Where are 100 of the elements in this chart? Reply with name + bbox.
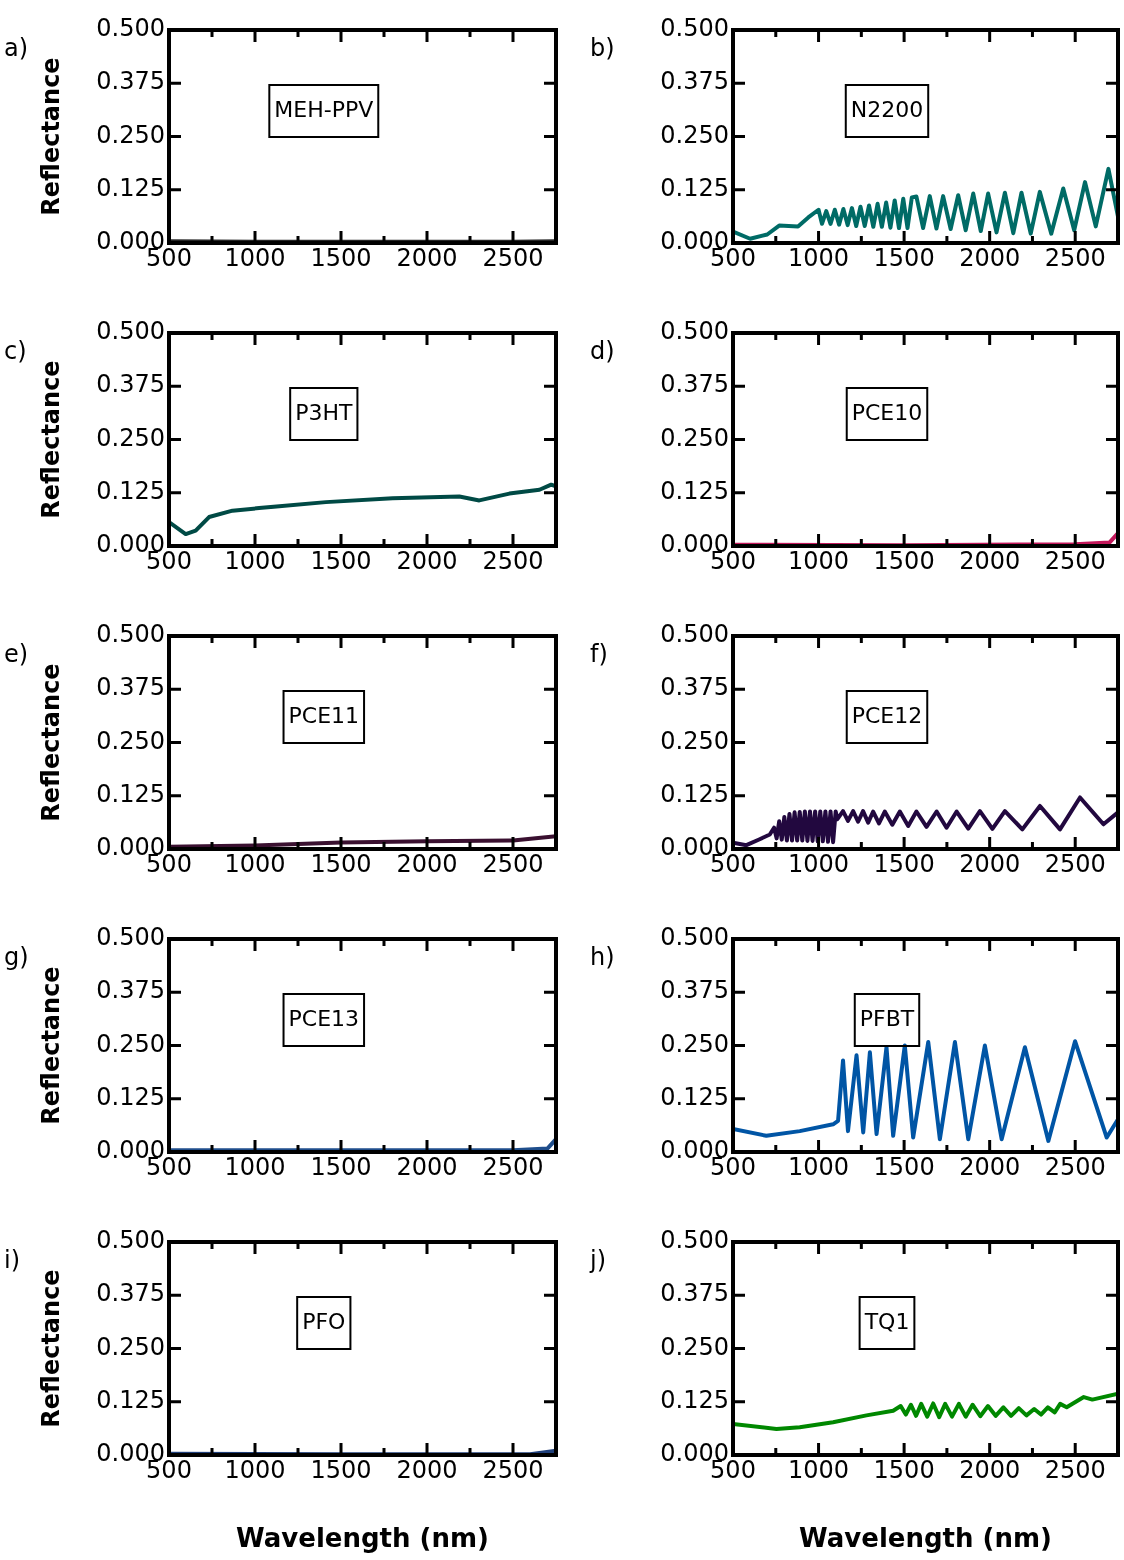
y-tick-label: 0.250 (96, 1029, 165, 1058)
annotation: PFO (302, 1308, 346, 1334)
x-axis-title: Wavelength (nm) (236, 1523, 489, 1554)
x-tick-label: 1000 (788, 849, 850, 878)
y-tick-label: 0.125 (96, 779, 165, 808)
y-tick-label: 0.250 (660, 1029, 729, 1058)
y-tick-label: 0.125 (96, 476, 165, 505)
y-axis-title: Reflectance (36, 663, 65, 822)
y-tick-label: 0.375 (96, 673, 165, 702)
y-tick-label: 0.375 (96, 976, 165, 1005)
y-tick-label: 0.250 (660, 1332, 729, 1361)
x-tick-label: 2000 (396, 243, 458, 272)
x-tick-label: 1500 (310, 1455, 372, 1484)
y-tick-label: 0.125 (660, 1385, 729, 1414)
text: d) (590, 337, 615, 366)
y-axis-title: Reflectance (36, 360, 65, 519)
text: b) (590, 34, 615, 63)
x-tick-label: 2000 (959, 243, 1021, 272)
y-tick-label: 0.125 (660, 779, 729, 808)
x-tick-label: 1000 (224, 1152, 286, 1181)
text: i) (4, 1246, 21, 1275)
x-tick-label: 1000 (788, 546, 850, 575)
annotation: PCE10 (851, 399, 923, 425)
x-tick-label: 2500 (1044, 1455, 1106, 1484)
annotation: MEH-PPV (274, 96, 374, 122)
y-tick-label: 0.250 (660, 120, 729, 149)
y-tick-label: 0.375 (660, 370, 729, 399)
text: h) (590, 943, 615, 972)
x-tick-label: 1000 (224, 1455, 286, 1484)
y-tick-label: 0.250 (96, 423, 165, 452)
x-tick-label: 1000 (788, 1455, 850, 1484)
y-tick-label: 0.500 (660, 923, 729, 952)
y-tick-label: 0.250 (96, 1332, 165, 1361)
y-tick-label: 0.250 (660, 726, 729, 755)
y-tick-label: 0.125 (660, 476, 729, 505)
text: f) (590, 640, 608, 669)
text: j) (589, 1246, 607, 1275)
x-tick-label: 1500 (310, 849, 372, 878)
y-tick-label: 0.375 (96, 370, 165, 399)
x-tick-label: 2500 (1044, 849, 1106, 878)
x-tick-label: 2500 (482, 546, 544, 575)
text: e) (4, 640, 29, 669)
y-tick-label: 0.125 (96, 1385, 165, 1414)
y-tick-label: 0.375 (660, 673, 729, 702)
x-tick-label: 2000 (959, 849, 1021, 878)
y-tick-label: 0.375 (660, 67, 729, 96)
x-tick-label: 1000 (788, 243, 850, 272)
x-tick-label: 1000 (224, 546, 286, 575)
y-axis-title: Reflectance (36, 966, 65, 1125)
x-tick-label: 1000 (224, 849, 286, 878)
y-tick-label: 0.500 (660, 317, 729, 346)
y-tick-label: 0.375 (660, 1279, 729, 1308)
x-axis-title: Wavelength (nm) (799, 1523, 1052, 1554)
x-tick-label: 2000 (959, 1455, 1021, 1484)
y-tick-label: 0.250 (96, 726, 165, 755)
y-tick-label: 0.500 (96, 923, 165, 952)
x-tick-label: 2000 (396, 1152, 458, 1181)
y-tick-label: 0.500 (96, 620, 165, 649)
x-tick-label: 1500 (873, 1152, 935, 1181)
x-tick-label: 2000 (396, 546, 458, 575)
text: c) (4, 337, 27, 366)
x-tick-label: 1500 (310, 546, 372, 575)
text: g) (4, 943, 29, 972)
annotation: PFBT (859, 1005, 915, 1031)
y-tick-label: 0.125 (96, 173, 165, 202)
x-tick-label: 1500 (873, 243, 935, 272)
y-tick-label: 0.375 (96, 1279, 165, 1308)
x-tick-label: 2000 (959, 1152, 1021, 1181)
x-tick-label: 1500 (310, 243, 372, 272)
x-tick-label: 1500 (873, 849, 935, 878)
x-tick-label: 2500 (1044, 1152, 1106, 1181)
x-tick-label: 2500 (1044, 546, 1106, 575)
y-tick-label: 0.500 (660, 14, 729, 43)
x-tick-label: 2000 (396, 1455, 458, 1484)
y-tick-label: 0.375 (660, 976, 729, 1005)
annotation: TQ1 (863, 1308, 910, 1334)
y-tick-label: 0.500 (660, 1226, 729, 1255)
y-axis-title: Reflectance (36, 1269, 65, 1428)
x-tick-label: 1500 (873, 546, 935, 575)
y-tick-label: 0.375 (96, 67, 165, 96)
y-tick-label: 0.125 (660, 173, 729, 202)
annotation: PCE13 (288, 1005, 360, 1031)
y-tick-label: 0.125 (96, 1082, 165, 1111)
y-tick-label: 0.500 (96, 317, 165, 346)
annotation: P3HT (295, 399, 353, 425)
x-tick-label: 2500 (1044, 243, 1106, 272)
y-tick-label: 0.250 (96, 120, 165, 149)
y-tick-label: 0.500 (660, 620, 729, 649)
x-tick-label: 2500 (482, 1455, 544, 1484)
y-tick-label: 0.500 (96, 14, 165, 43)
x-tick-label: 2500 (482, 1152, 544, 1181)
x-tick-label: 1500 (873, 1455, 935, 1484)
y-tick-label: 0.500 (96, 1226, 165, 1255)
x-tick-label: 1000 (224, 243, 286, 272)
text: a) (4, 34, 29, 63)
x-tick-label: 1500 (310, 1152, 372, 1181)
x-tick-label: 2500 (482, 849, 544, 878)
x-tick-label: 2000 (959, 546, 1021, 575)
x-tick-label: 2500 (482, 243, 544, 272)
y-axis-title: Reflectance (36, 57, 65, 216)
